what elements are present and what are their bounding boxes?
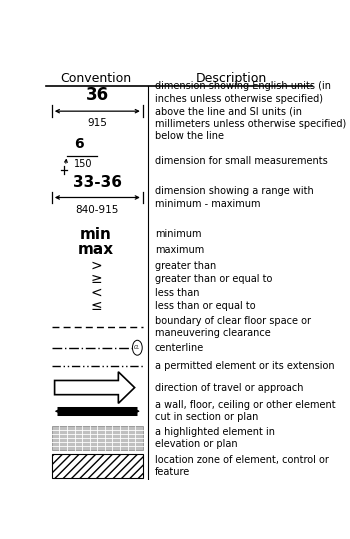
Text: <: < <box>90 286 102 300</box>
Text: Description: Description <box>196 72 267 85</box>
Bar <box>52 426 143 450</box>
Text: Convention: Convention <box>61 72 132 85</box>
Bar <box>52 454 143 478</box>
Text: max: max <box>78 243 114 257</box>
Text: less than: less than <box>155 287 200 298</box>
Text: maximum: maximum <box>155 245 204 255</box>
Text: a highlighted element in
elevation or plan: a highlighted element in elevation or pl… <box>155 427 275 450</box>
Text: dimension showing a range with
minimum - maximum: dimension showing a range with minimum -… <box>155 186 314 209</box>
Text: min: min <box>80 227 112 242</box>
Text: 150: 150 <box>74 159 92 169</box>
Text: a permitted element or its extension: a permitted element or its extension <box>155 361 335 371</box>
Text: greater than: greater than <box>155 260 216 271</box>
Text: >: > <box>90 259 102 273</box>
Text: location zone of element, control or
feature: location zone of element, control or fea… <box>155 455 329 477</box>
Text: direction of travel or approach: direction of travel or approach <box>155 383 303 392</box>
Text: 915: 915 <box>88 118 107 128</box>
Text: ≤: ≤ <box>90 299 102 313</box>
Text: less than or equal to: less than or equal to <box>155 301 256 311</box>
Text: 840-915: 840-915 <box>76 204 119 215</box>
Text: minimum: minimum <box>155 230 202 239</box>
Text: 33-36: 33-36 <box>73 175 122 190</box>
Text: CL: CL <box>134 345 140 350</box>
Text: boundary of clear floor space or
maneuvering clearance: boundary of clear floor space or maneuve… <box>155 316 311 338</box>
Text: greater than or equal to: greater than or equal to <box>155 274 272 284</box>
Text: ≥: ≥ <box>90 272 102 286</box>
Text: 6: 6 <box>74 136 84 150</box>
Text: a wall, floor, ceiling or other element
cut in section or plan: a wall, floor, ceiling or other element … <box>155 400 336 423</box>
Text: dimension for small measurements: dimension for small measurements <box>155 156 328 166</box>
Text: centerline: centerline <box>155 343 204 353</box>
Text: 36: 36 <box>86 86 109 104</box>
Text: dimension showing English units (in
inches unless otherwise specified)
above the: dimension showing English units (in inch… <box>155 81 346 141</box>
